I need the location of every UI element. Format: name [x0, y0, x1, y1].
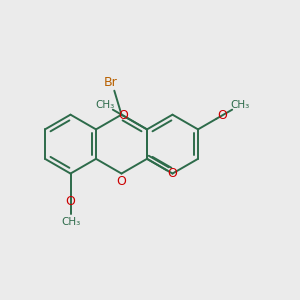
- Text: CH₃: CH₃: [96, 100, 115, 110]
- Text: O: O: [66, 195, 75, 208]
- Text: O: O: [118, 109, 128, 122]
- Text: O: O: [217, 109, 227, 122]
- Text: Br: Br: [104, 76, 118, 89]
- Text: CH₃: CH₃: [230, 100, 249, 110]
- Text: O: O: [168, 167, 177, 180]
- Text: O: O: [117, 175, 126, 188]
- Text: CH₃: CH₃: [61, 217, 80, 227]
